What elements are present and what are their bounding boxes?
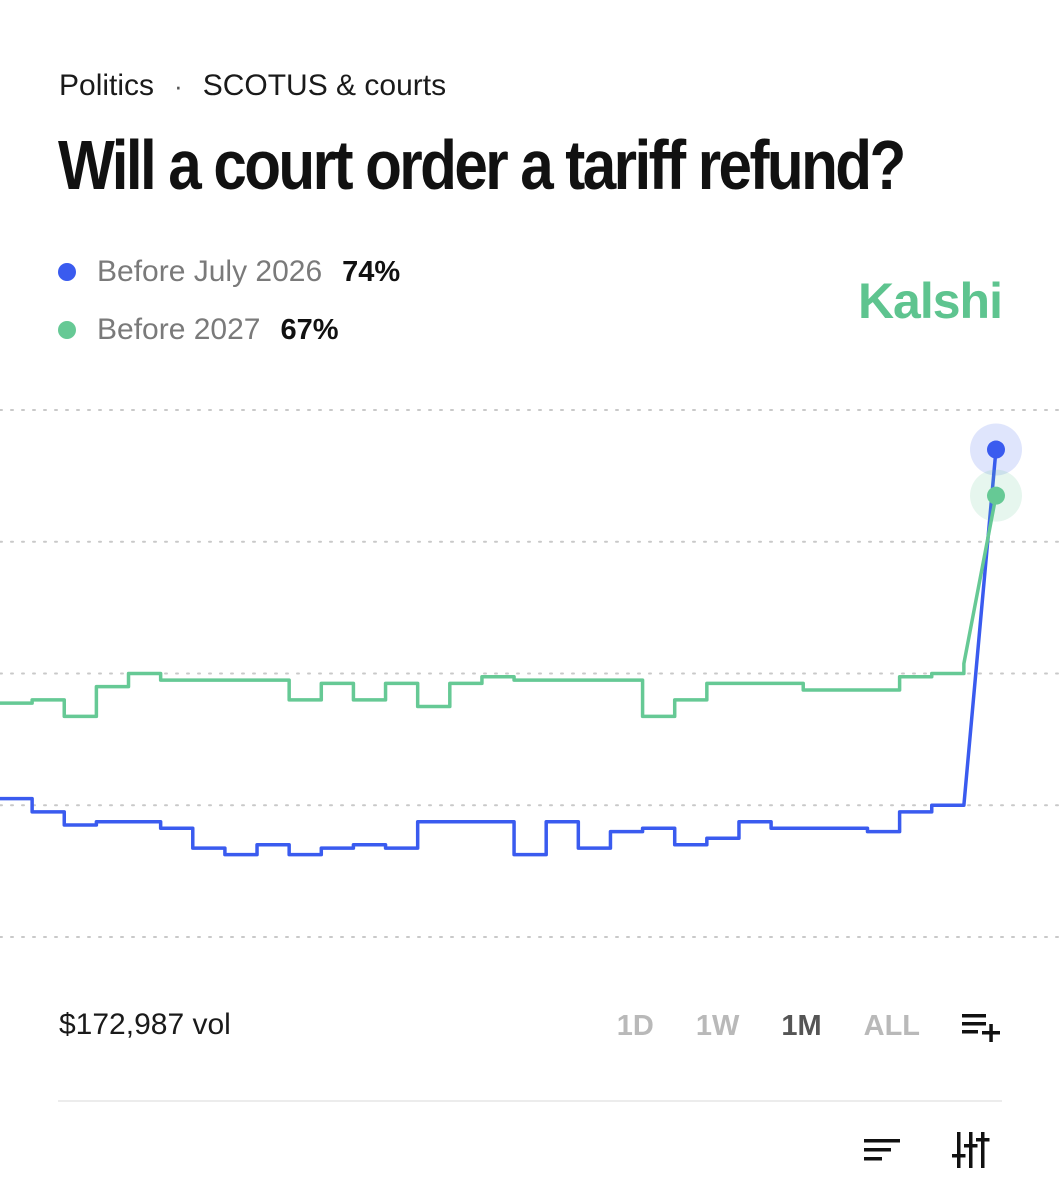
legend-item-name: Before July 2026 <box>97 255 323 288</box>
range-all-button[interactable]: ALL <box>864 1006 920 1046</box>
breadcrumb: Politics · SCOTUS & courts <box>59 68 446 104</box>
legend-item-before-july-2026[interactable]: Before July 2026 74% <box>58 250 400 294</box>
breadcrumb-separator: · <box>174 70 183 101</box>
breadcrumb-subcategory-link[interactable]: SCOTUS & courts <box>202 69 447 102</box>
bottom-toolbar <box>812 1130 990 1173</box>
legend-item-before-2027[interactable]: Before 2027 67% <box>58 308 400 352</box>
chart-series <box>0 449 998 857</box>
price-chart[interactable] <box>0 380 1060 980</box>
range-1d-button[interactable]: 1D <box>617 1006 654 1046</box>
range-1w-button[interactable]: 1W <box>696 1006 740 1046</box>
endpoint-dot <box>987 486 1005 505</box>
chart-endpoint-markers <box>970 423 1022 522</box>
breadcrumb-category-link[interactable]: Politics <box>59 69 155 102</box>
series-line-before-july-2026 <box>0 449 998 857</box>
sliders-icon[interactable] <box>952 1130 990 1173</box>
time-range-selector: 1D 1W 1M ALL <box>575 1006 1002 1046</box>
legend-item-value: 74% <box>342 255 401 288</box>
chart-gridlines <box>0 409 1060 938</box>
legend-dot-blue <box>58 263 76 281</box>
legend-item-name: Before 2027 <box>97 313 261 346</box>
market-title: Will a court order a tariff refund? <box>58 126 906 204</box>
endpoint-dot <box>987 440 1005 459</box>
kalshi-logo: Kalshi <box>857 273 1003 329</box>
legend-dot-green <box>58 321 76 339</box>
playlist-add-icon[interactable] <box>960 1008 1002 1045</box>
sort-icon[interactable] <box>862 1133 902 1170</box>
volume-label: $172,987 vol <box>59 1008 231 1041</box>
range-1m-button[interactable]: 1M <box>781 1006 821 1046</box>
legend-item-value: 67% <box>280 313 339 346</box>
chart-legend: Before July 2026 74% Before 2027 67% <box>58 250 400 366</box>
series-line-before-2027 <box>0 495 998 719</box>
section-divider <box>58 1100 1002 1102</box>
